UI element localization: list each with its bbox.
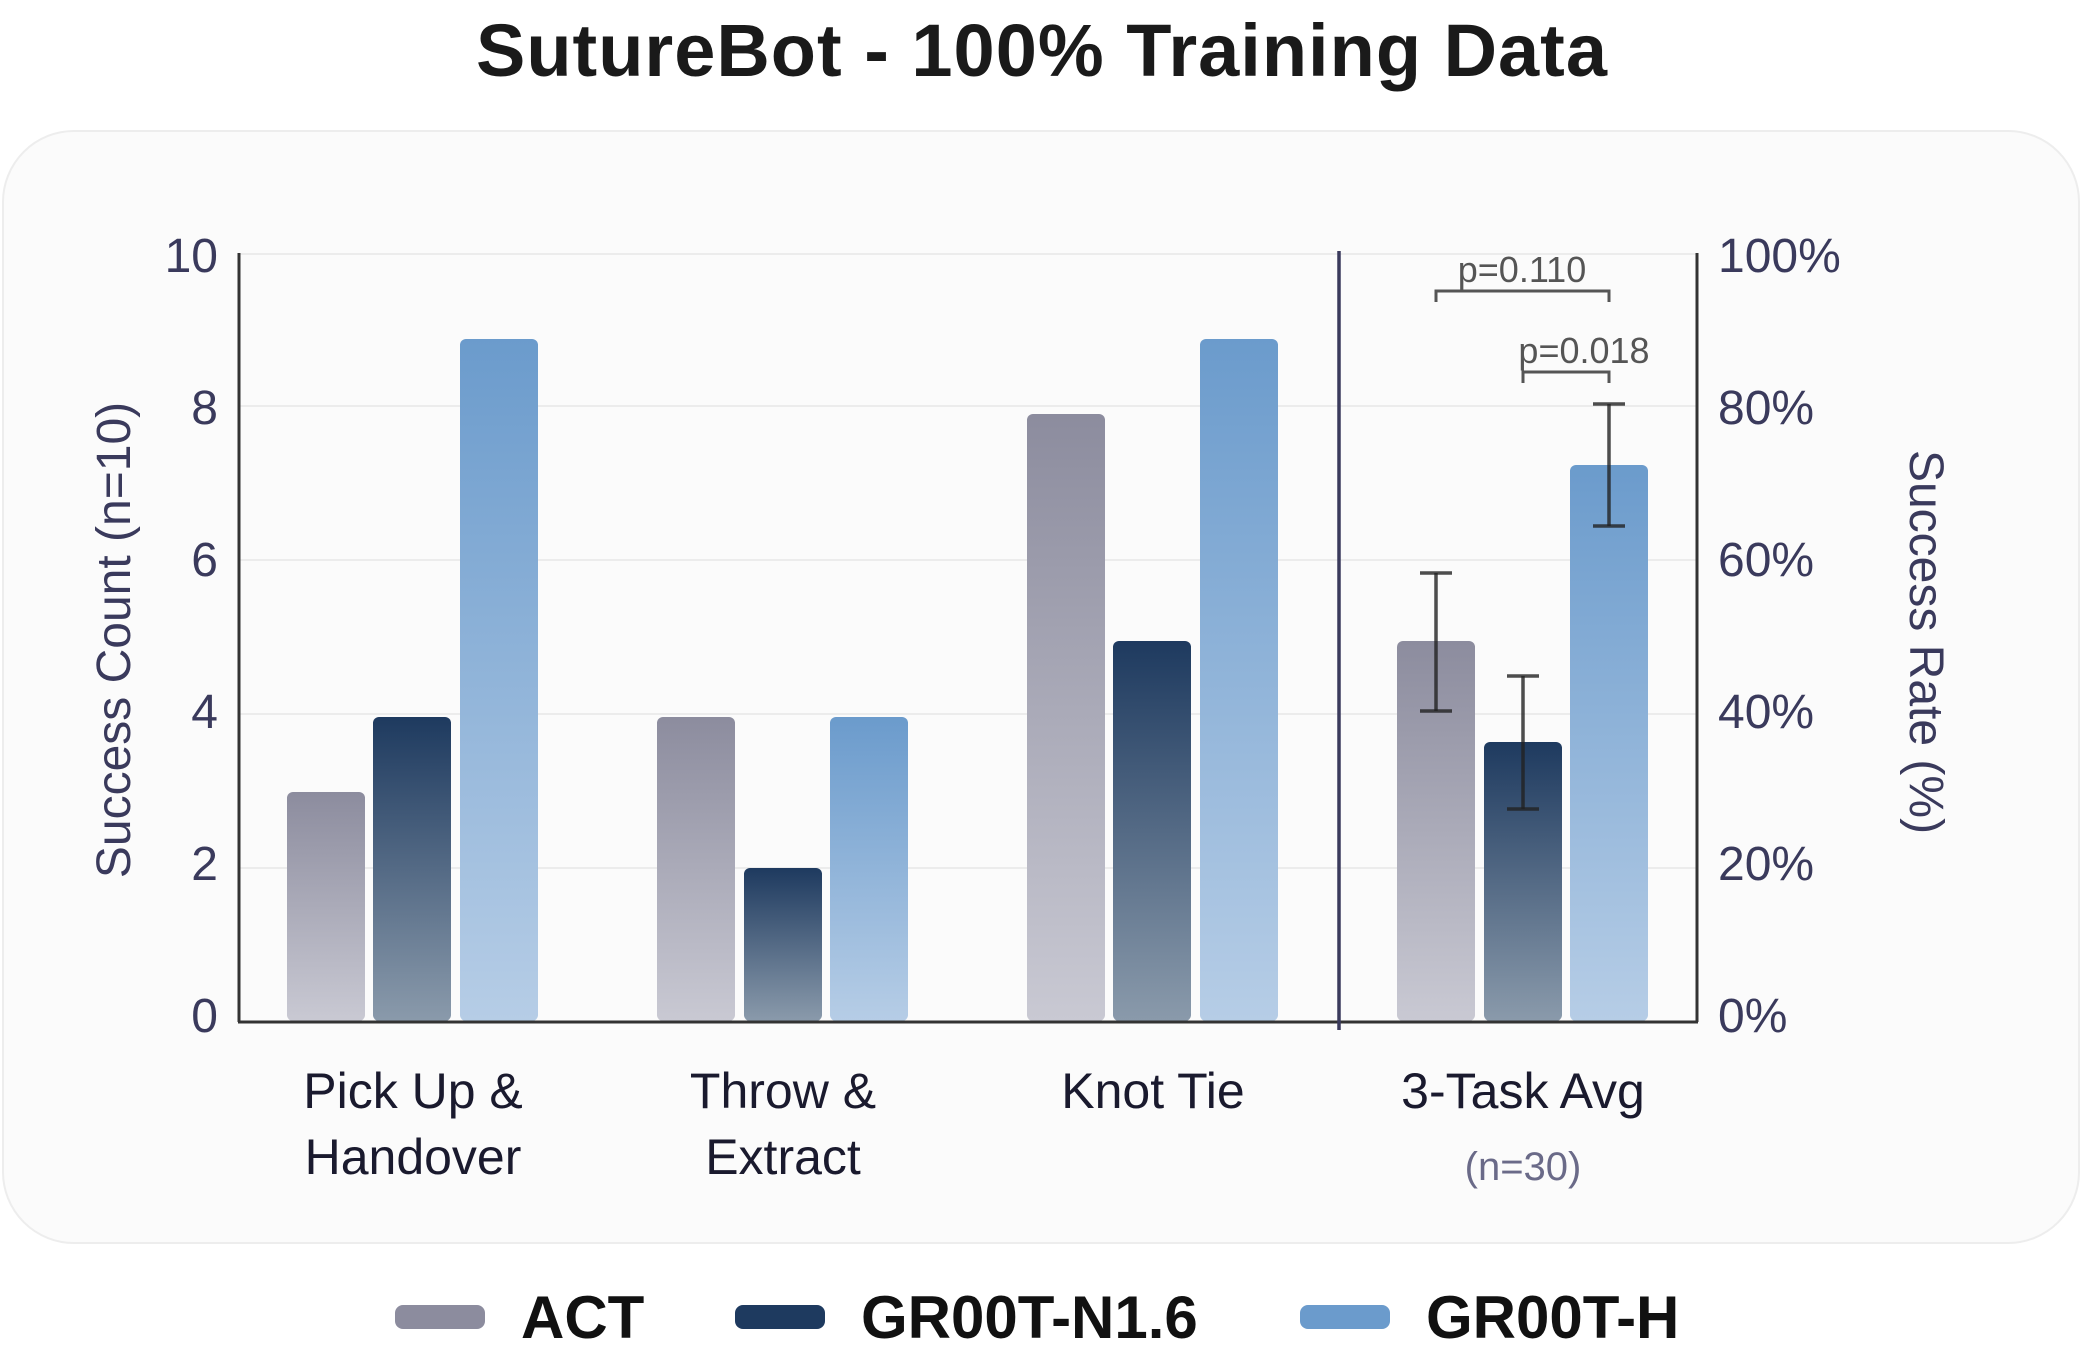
bar-groot-n16 <box>1484 742 1562 1021</box>
svg-text:4: 4 <box>191 686 218 739</box>
legend-item-act: ACT <box>395 1282 644 1352</box>
bar-group-knot-tie <box>1027 339 1278 1021</box>
bar-groot-h <box>1570 465 1648 1021</box>
axes <box>237 253 1699 1024</box>
svg-text:0: 0 <box>191 990 218 1043</box>
left-tick-labels: 0 2 4 6 8 10 <box>165 230 218 1043</box>
svg-text:6: 6 <box>191 534 218 587</box>
svg-text:60%: 60% <box>1718 534 1814 587</box>
bar-act <box>1397 641 1475 1021</box>
svg-text:Extract: Extract <box>705 1129 861 1185</box>
gridlines <box>240 253 1696 869</box>
bar-groot-h <box>460 339 538 1021</box>
svg-text:10: 10 <box>165 230 218 283</box>
significance-brackets <box>1434 289 1611 383</box>
svg-text:20%: 20% <box>1718 838 1814 891</box>
svg-text:Throw &: Throw & <box>690 1063 876 1119</box>
bar-groot-n16 <box>373 717 451 1021</box>
bar-group-pickup-handover <box>287 339 538 1021</box>
legend-swatch-groot-n16 <box>735 1305 825 1329</box>
bar-group-3task-avg <box>1397 465 1648 1021</box>
svg-text:Knot Tie: Knot Tie <box>1061 1063 1244 1119</box>
svg-text:Handover: Handover <box>305 1129 522 1185</box>
right-axis-label: Success Rate (%) <box>1899 450 1952 834</box>
bar-groot-h <box>830 717 908 1021</box>
svg-text:100%: 100% <box>1718 230 1841 283</box>
left-axis-label: Success Count (n=10) <box>88 402 141 878</box>
legend-label: ACT <box>521 1283 645 1351</box>
bar-groot-h <box>1200 339 1278 1021</box>
error-bars <box>1420 402 1625 811</box>
svg-text:3-Task Avg: 3-Task Avg <box>1401 1063 1645 1119</box>
legend-label: GR00T-N1.6 <box>861 1283 1198 1351</box>
bar-act <box>287 792 365 1021</box>
p-value-act-vs-h: p=0.110 <box>1458 249 1586 290</box>
right-tick-labels: 0% 20% 40% 60% 80% 100% <box>1718 230 1841 1043</box>
svg-text:8: 8 <box>191 382 218 435</box>
bar-groot-n16 <box>744 868 822 1021</box>
bar-act <box>1027 414 1105 1021</box>
legend: ACT GR00T-N1.6 GR00T-H <box>0 1282 2084 1352</box>
legend-label: GR00T-H <box>1426 1283 1680 1351</box>
legend-item-groot-h: GR00T-H <box>1300 1282 1679 1352</box>
bar-act <box>657 717 735 1021</box>
svg-text:2: 2 <box>191 838 218 891</box>
p-value-n16-vs-h: p=0.018 <box>1518 330 1649 371</box>
legend-swatch-act <box>395 1305 485 1329</box>
svg-text:0%: 0% <box>1718 990 1787 1043</box>
svg-text:80%: 80% <box>1718 382 1814 435</box>
bar-groot-n16 <box>1113 641 1191 1021</box>
chart-title: SutureBot - 100% Training Data <box>476 9 1608 92</box>
avg-n-note: (n=30) <box>1465 1145 1582 1189</box>
legend-item-groot-n16: GR00T-N1.6 <box>735 1282 1198 1352</box>
svg-text:Pick Up &: Pick Up & <box>303 1063 523 1119</box>
svg-text:40%: 40% <box>1718 686 1814 739</box>
category-labels: Pick Up & Handover Throw & Extract Knot … <box>303 1063 1645 1185</box>
bar-group-throw-extract <box>657 717 908 1021</box>
legend-swatch-groot-h <box>1300 1305 1390 1329</box>
